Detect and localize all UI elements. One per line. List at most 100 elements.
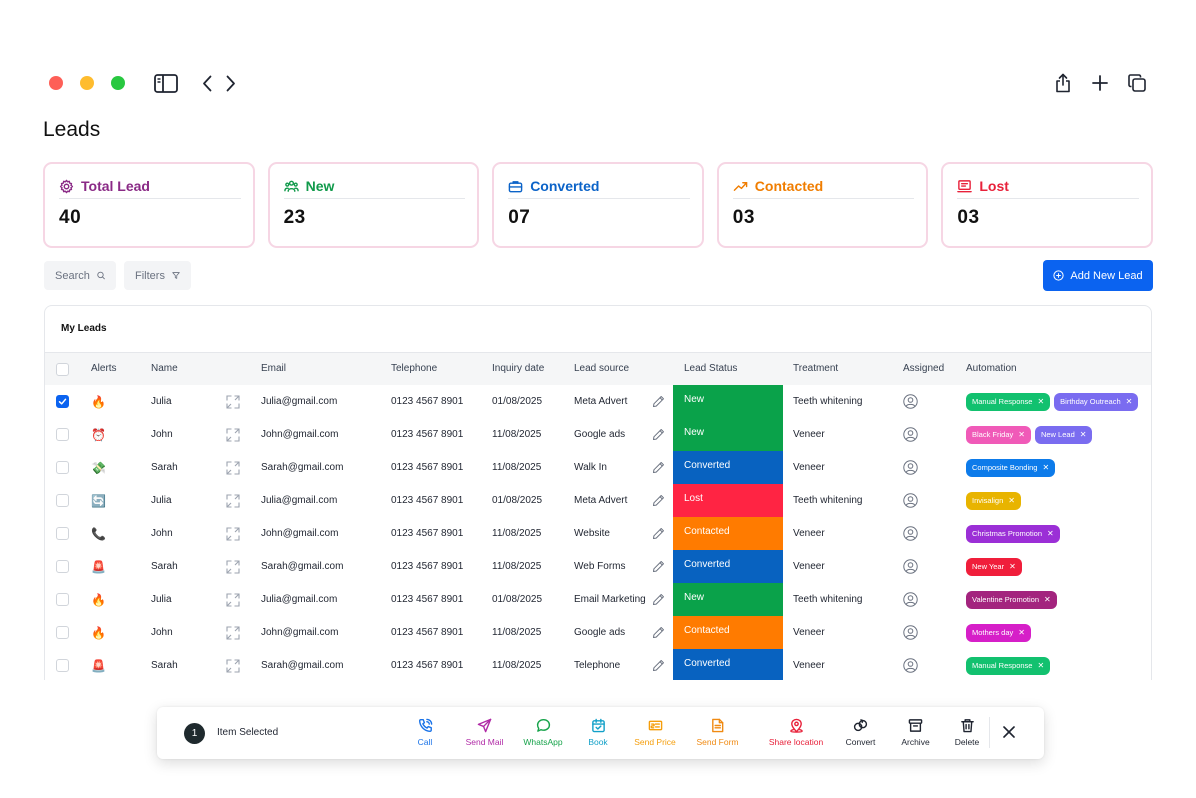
- remove-tag-icon[interactable]: ✕: [1018, 430, 1025, 439]
- table-row[interactable]: 🚨 Sarah Sarah@gmail.com 0123 4567 8901 1…: [45, 649, 1151, 680]
- sidebar-toggle-icon[interactable]: [153, 71, 179, 95]
- stat-card-converted[interactable]: Converted 07: [492, 162, 704, 248]
- tab-overview-icon[interactable]: [1124, 71, 1150, 95]
- close-action-bar-button[interactable]: [1000, 723, 1018, 741]
- expand-icon[interactable]: [226, 484, 240, 517]
- remove-tag-icon[interactable]: ✕: [1018, 628, 1025, 637]
- assigned-avatar-icon[interactable]: [903, 583, 918, 616]
- remove-tag-icon[interactable]: ✕: [1009, 562, 1016, 571]
- expand-icon[interactable]: [226, 649, 240, 680]
- automation-tag[interactable]: Black Friday ✕: [966, 425, 1031, 444]
- stat-card-new[interactable]: New 23: [267, 162, 480, 248]
- archive-action-button[interactable]: Archive: [893, 718, 938, 750]
- row-checkbox[interactable]: [56, 583, 69, 616]
- table-row[interactable]: 🔥 Julia Julia@gmail.com 0123 4567 8901 0…: [45, 385, 1151, 418]
- edit-source-icon[interactable]: [652, 649, 665, 680]
- lead-status-cell[interactable]: New: [673, 385, 783, 418]
- automation-tag[interactable]: New Year ✕: [966, 557, 1022, 576]
- automation-tag[interactable]: Valentine Promotion ✕: [966, 590, 1057, 609]
- row-checkbox[interactable]: [56, 418, 69, 451]
- row-checkbox[interactable]: [56, 649, 69, 680]
- automation-tag[interactable]: Composite Bonding ✕: [966, 458, 1056, 477]
- edit-source-icon[interactable]: [652, 418, 665, 451]
- remove-tag-icon[interactable]: ✕: [1037, 661, 1045, 670]
- lead-status-cell[interactable]: Converted: [673, 550, 783, 583]
- back-icon[interactable]: [196, 71, 218, 95]
- whatsapp-action-button[interactable]: WhatsApp: [518, 718, 568, 750]
- lead-status-cell[interactable]: Contacted: [673, 616, 783, 649]
- edit-source-icon[interactable]: [652, 517, 665, 550]
- expand-icon[interactable]: [226, 385, 240, 418]
- lead-status-cell[interactable]: Contacted: [673, 517, 783, 550]
- send-form-action-button[interactable]: Send Form: [690, 718, 745, 750]
- edit-source-icon[interactable]: [652, 451, 665, 484]
- lead-status-cell[interactable]: Converted: [673, 451, 783, 484]
- table-row[interactable]: 🔥 John John@gmail.com 0123 4567 8901 11/…: [45, 616, 1151, 649]
- edit-source-icon[interactable]: [652, 385, 665, 418]
- row-checkbox[interactable]: [56, 517, 69, 550]
- add-new-lead-button[interactable]: Add New Lead: [1043, 260, 1153, 291]
- automation-tag[interactable]: Mothers day ✕: [966, 623, 1031, 642]
- edit-source-icon[interactable]: [652, 550, 665, 583]
- maximize-window-button[interactable]: [111, 76, 125, 90]
- share-icon[interactable]: [1050, 71, 1076, 95]
- table-row[interactable]: 📞 John John@gmail.com 0123 4567 8901 11/…: [45, 517, 1151, 550]
- search-button[interactable]: Search: [44, 261, 116, 290]
- remove-tag-icon[interactable]: ✕: [1042, 463, 1050, 472]
- expand-icon[interactable]: [226, 517, 240, 550]
- expand-icon[interactable]: [226, 451, 240, 484]
- lead-status-cell[interactable]: New: [673, 583, 783, 616]
- remove-tag-icon[interactable]: ✕: [1008, 496, 1015, 505]
- stat-card-lost[interactable]: Lost 03: [941, 162, 1153, 248]
- stat-card-contacted[interactable]: Contacted 03: [716, 162, 929, 248]
- table-row[interactable]: 🔄 Julia Julia@gmail.com 0123 4567 8901 0…: [45, 484, 1151, 517]
- automation-tag[interactable]: Manual Response ✕: [966, 392, 1051, 411]
- row-checkbox[interactable]: [56, 550, 69, 583]
- minimize-window-button[interactable]: [80, 76, 94, 90]
- forward-icon[interactable]: [220, 71, 242, 95]
- row-checkbox[interactable]: [56, 484, 69, 517]
- remove-tag-icon[interactable]: ✕: [1037, 397, 1045, 406]
- automation-tag[interactable]: New Lead ✕: [1034, 425, 1093, 444]
- assigned-avatar-icon[interactable]: [903, 418, 918, 451]
- filters-button[interactable]: Filters: [124, 261, 191, 290]
- lead-status-cell[interactable]: Lost: [673, 484, 783, 517]
- edit-source-icon[interactable]: [652, 616, 665, 649]
- share-location-action-button[interactable]: Share location: [756, 718, 836, 750]
- automation-tag[interactable]: Manual Response ✕: [966, 656, 1051, 675]
- new-tab-icon[interactable]: [1087, 71, 1113, 95]
- assigned-avatar-icon[interactable]: [903, 451, 918, 484]
- book-action-button[interactable]: Book: [583, 718, 613, 750]
- assigned-avatar-icon[interactable]: [903, 616, 918, 649]
- row-checkbox[interactable]: [56, 616, 69, 649]
- convert-action-button[interactable]: Convert: [838, 718, 883, 750]
- lead-status-cell[interactable]: New: [673, 418, 783, 451]
- table-row[interactable]: 🔥 Julia Julia@gmail.com 0123 4567 8901 0…: [45, 583, 1151, 616]
- close-window-button[interactable]: [49, 76, 63, 90]
- row-checkbox[interactable]: [56, 385, 69, 418]
- table-row[interactable]: ⏰ John John@gmail.com 0123 4567 8901 11/…: [45, 418, 1151, 451]
- assigned-avatar-icon[interactable]: [903, 649, 918, 680]
- assigned-avatar-icon[interactable]: [903, 385, 918, 418]
- select-all-checkbox[interactable]: [56, 353, 69, 386]
- automation-tag[interactable]: Birthday Outreach ✕: [1054, 392, 1139, 411]
- assigned-avatar-icon[interactable]: [903, 484, 918, 517]
- edit-source-icon[interactable]: [652, 484, 665, 517]
- stat-card-total-lead[interactable]: Total Lead 40: [43, 162, 255, 248]
- delete-action-button[interactable]: Delete: [947, 718, 987, 750]
- remove-tag-icon[interactable]: ✕: [1079, 430, 1087, 439]
- assigned-avatar-icon[interactable]: [903, 517, 918, 550]
- expand-icon[interactable]: [226, 616, 240, 649]
- expand-icon[interactable]: [226, 550, 240, 583]
- edit-source-icon[interactable]: [652, 583, 665, 616]
- send-price-action-button[interactable]: Send Price: [625, 718, 685, 750]
- table-row[interactable]: 🚨 Sarah Sarah@gmail.com 0123 4567 8901 1…: [45, 550, 1151, 583]
- send-mail-action-button[interactable]: Send Mail: [457, 718, 512, 750]
- remove-tag-icon[interactable]: ✕: [1047, 529, 1054, 538]
- remove-tag-icon[interactable]: ✕: [1125, 397, 1133, 406]
- table-row[interactable]: 💸 Sarah Sarah@gmail.com 0123 4567 8901 1…: [45, 451, 1151, 484]
- expand-icon[interactable]: [226, 583, 240, 616]
- expand-icon[interactable]: [226, 418, 240, 451]
- automation-tag[interactable]: Christmas Promotion ✕: [966, 524, 1060, 543]
- automation-tag[interactable]: Invisalign ✕: [966, 491, 1021, 510]
